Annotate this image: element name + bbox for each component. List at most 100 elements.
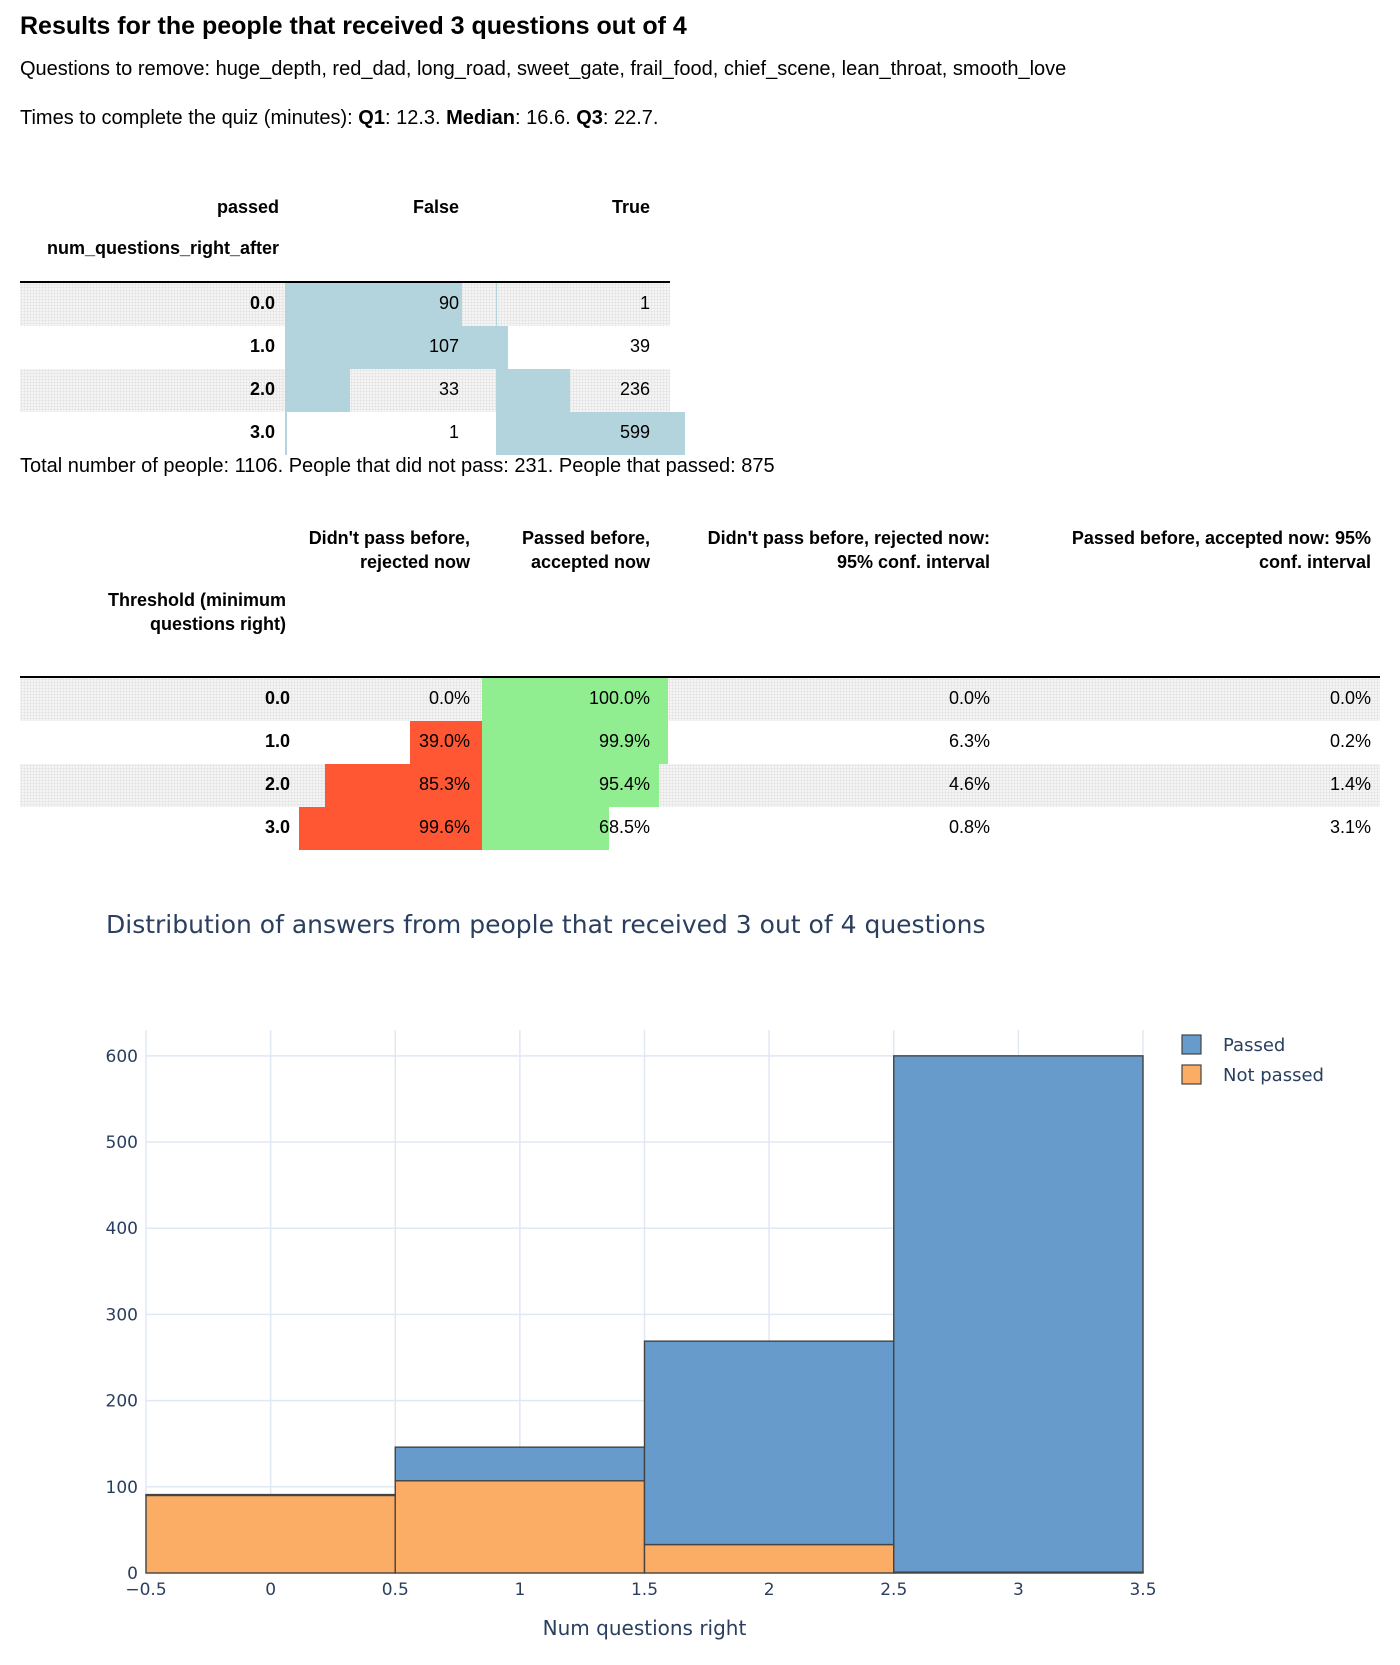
row-index: 0.0 (249, 293, 275, 313)
col-accepted-header-line1: Passed before, (521, 528, 650, 548)
row-index: 2.0 (264, 774, 290, 794)
false-cell: 90 (438, 293, 459, 313)
false-bar (285, 412, 287, 455)
rejected-bar (410, 721, 482, 764)
false-column-header: False (412, 197, 459, 217)
y-tick-label: 300 (106, 1305, 138, 1325)
x-tick-label: 3.5 (1129, 1580, 1156, 1600)
x-tick-label: 1.5 (631, 1580, 658, 1600)
accepted-cell: 68.5% (598, 817, 650, 837)
x-tick-label: −0.5 (125, 1580, 166, 1600)
ci-rejected-cell: 6.3% (948, 731, 990, 751)
questions-to-remove-line: Questions to remove: huge_depth, red_dad… (20, 58, 1066, 81)
q3-label: Q3 (576, 107, 603, 129)
table-row: 0.0 90 1 (20, 283, 670, 326)
index-name-header: num_questions_right_after (46, 238, 279, 258)
true-cell: 39 (629, 336, 650, 356)
ci-rejected-cell: 4.6% (948, 774, 990, 794)
false-cell: 33 (438, 379, 459, 399)
legend-swatch (1181, 1064, 1202, 1085)
threshold-index-header-line2: questions right) (150, 614, 286, 634)
ci-accepted-cell: 0.2% (1329, 731, 1371, 751)
questions-prefix: Questions to remove: (20, 58, 216, 80)
y-tick-label: 600 (106, 1047, 138, 1067)
accepted-bar (482, 678, 668, 721)
rejected-bar (325, 764, 482, 807)
row-index: 0.0 (264, 688, 290, 708)
table-row: 3.0 99.6% 68.5% 0.8% 3.1% (20, 807, 1380, 850)
q3-value: : 22.7. (602, 107, 659, 129)
col-ci-rejected-header: Didn't pass before, rejected now: 95% con… (708, 526, 990, 574)
ci-accepted-cell: 1.4% (1329, 774, 1371, 794)
page-title: Results for the people that received 3 q… (20, 12, 687, 40)
ci-accepted-cell: 3.1% (1329, 817, 1371, 837)
rejected-bar (298, 807, 482, 850)
table-row: 2.0 85.3% 95.4% 4.6% 1.4% (20, 764, 1380, 807)
y-tick-label: 100 (106, 1478, 138, 1498)
false-bar (285, 283, 463, 326)
ci-rejected-cell: 0.8% (948, 817, 990, 837)
times-prefix: Times to complete the quiz (minutes): (20, 107, 359, 129)
true-bar (496, 369, 571, 412)
legend-swatch (1181, 1034, 1202, 1055)
bar-not-passed (145, 1494, 396, 1574)
accepted-bar (482, 807, 610, 850)
rejected-cell: 85.3% (418, 774, 470, 794)
y-tick-label: 200 (106, 1392, 138, 1412)
accepted-cell: 100.0% (588, 688, 650, 708)
accepted-cell: 95.4% (598, 774, 650, 794)
table-row: 3.0 1 599 (20, 412, 685, 455)
false-bar (285, 326, 496, 369)
col-ci-rejected-header-line2: 95% conf. interval (836, 552, 990, 572)
median-value: : 16.6. (515, 107, 577, 129)
x-tick-label: 2.5 (880, 1580, 907, 1600)
legend-label: Passed (1223, 1035, 1285, 1056)
row-index: 1.0 (264, 731, 290, 751)
table-row: 2.0 33 236 (20, 369, 670, 412)
y-tick-label: 500 (106, 1133, 138, 1153)
row-index: 3.0 (264, 817, 290, 837)
row-index: 2.0 (249, 379, 275, 399)
columns-name-header: passed (216, 197, 279, 217)
x-tick-label: 2 (764, 1580, 775, 1600)
x-tick-label: 0 (265, 1580, 276, 1600)
true-bar (496, 412, 685, 455)
q1-value: : 12.3. (384, 107, 447, 129)
x-axis-title: Num questions right (543, 1616, 747, 1640)
col-ci-accepted-header-line2: conf. interval (1258, 552, 1371, 572)
bar-passed (893, 1055, 1144, 1573)
true-cell: 1 (639, 293, 650, 313)
header-rule (20, 281, 670, 283)
bar-not-passed (394, 1480, 646, 1574)
col-ci-accepted-header: Passed before, accepted now: 95% conf. in… (1072, 526, 1371, 574)
x-tick-label: 1 (514, 1580, 525, 1600)
questions-list: huge_depth, red_dad, long_road, sweet_ga… (215, 58, 1067, 80)
true-cell: 236 (619, 379, 650, 399)
accepted-cell: 99.9% (598, 731, 650, 751)
col-accepted-header: Passed before, accepted now (522, 526, 650, 574)
col-rejected-header-line2: rejected now (359, 552, 470, 572)
table-row: 1.0 107 39 (20, 326, 670, 369)
bar-passed (394, 1446, 646, 1482)
chart-title: Distribution of answers from people that… (106, 910, 986, 939)
col-rejected-header: Didn't pass before, rejected now (309, 526, 470, 574)
completion-times-line: Times to complete the quiz (minutes): Q1… (20, 107, 658, 130)
bar-passed (643, 1340, 895, 1546)
col-rejected-header-line1: Didn't pass before, (308, 528, 470, 548)
ci-rejected-cell: 0.0% (948, 688, 990, 708)
row-index: 1.0 (249, 336, 275, 356)
x-tick-label: 3 (1013, 1580, 1024, 1600)
threshold-index-header-line1: Threshold (minimum (107, 590, 286, 610)
table-row: 1.0 39.0% 99.9% 6.3% 0.2% (20, 721, 1380, 764)
false-cell: 1 (448, 422, 459, 442)
bar-not-passed (643, 1543, 895, 1574)
false-bar (285, 369, 351, 412)
accepted-bar (482, 764, 660, 807)
median-label: Median (446, 107, 516, 129)
false-cell: 107 (428, 336, 459, 356)
col-ci-accepted-header-line1: Passed before, accepted now: 95% (1071, 528, 1371, 548)
true-cell: 599 (619, 422, 650, 442)
rejected-cell: 99.6% (418, 817, 470, 837)
true-column-header: True (611, 197, 650, 217)
